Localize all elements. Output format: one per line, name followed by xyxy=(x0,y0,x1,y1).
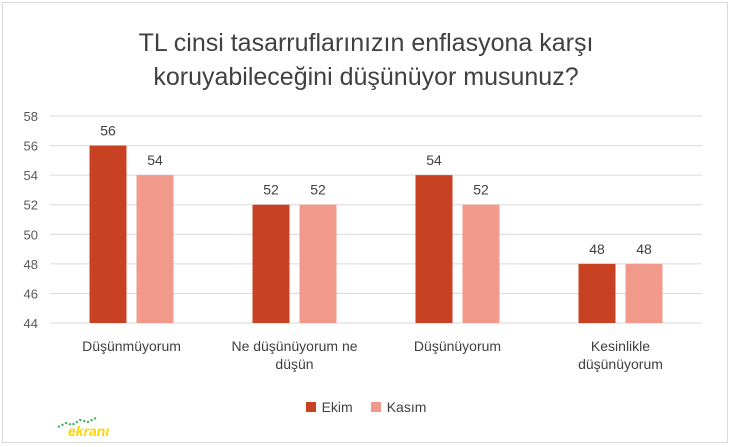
legend-swatch-ekim xyxy=(305,402,316,412)
bar-kasım-2 xyxy=(462,204,500,323)
data-label-kasım-1: 52 xyxy=(310,182,326,198)
watermark-chart-icon xyxy=(58,417,97,428)
bar-kasım-1 xyxy=(299,204,337,323)
watermark-text: ekranı xyxy=(68,423,110,439)
legend-item-kasim: Kasım xyxy=(370,399,427,415)
x-category-label-2-0: Düşünüyorum xyxy=(414,338,501,354)
chart-title-line-2: koruyabileceğini düşünüyor musunuz? xyxy=(153,63,579,91)
bar-ekim-2 xyxy=(415,175,453,323)
y-tick-label-56: 56 xyxy=(24,139,38,154)
bar-ekim-1 xyxy=(252,204,290,323)
legend-label-kasim: Kasım xyxy=(386,399,427,415)
bar-ekim-0 xyxy=(89,145,127,323)
data-label-ekim-1: 52 xyxy=(263,182,279,198)
y-tick-label-46: 46 xyxy=(24,286,38,301)
data-label-ekim-2: 54 xyxy=(426,152,442,168)
legend-label-ekim: Ekim xyxy=(321,399,353,415)
data-label-ekim-3: 48 xyxy=(589,241,605,257)
y-tick-label-48: 48 xyxy=(24,257,38,272)
y-tick-label-54: 54 xyxy=(24,168,38,183)
x-category-label-1-0: Ne düşünüyorum ne xyxy=(231,338,357,354)
data-label-ekim-0: 56 xyxy=(100,123,116,139)
chart-title-line-1: TL cinsi tasarruflarınızın enflasyona ka… xyxy=(138,29,594,57)
chart-title: TL cinsi tasarruflarınızın enflasyona ka… xyxy=(0,26,732,94)
x-category-label-0-0: Düşünmüyorum xyxy=(82,338,181,354)
x-category-label-3-1: düşünüyorum xyxy=(578,356,663,372)
y-tick-label-50: 50 xyxy=(24,227,38,242)
y-tick-label-52: 52 xyxy=(24,198,38,213)
legend-item-ekim: Ekim xyxy=(305,399,353,415)
y-tick-label-58: 58 xyxy=(24,109,38,124)
data-label-kasım-3: 48 xyxy=(636,241,652,257)
data-label-kasım-2: 52 xyxy=(473,182,489,198)
bar-kasım-0 xyxy=(136,175,174,323)
bar-kasım-3 xyxy=(625,263,663,323)
bar-ekim-3 xyxy=(578,263,616,323)
x-category-label-1-1: düşün xyxy=(275,356,313,372)
data-label-kasım-0: 54 xyxy=(147,152,163,168)
chart-legend: Ekim Kasım xyxy=(0,399,732,415)
x-category-label-3-0: Kesinlikle xyxy=(591,338,650,354)
legend-swatch-kasim xyxy=(370,402,381,412)
y-tick-label-44: 44 xyxy=(24,316,38,331)
watermark-logo: ekranı xyxy=(46,417,110,439)
